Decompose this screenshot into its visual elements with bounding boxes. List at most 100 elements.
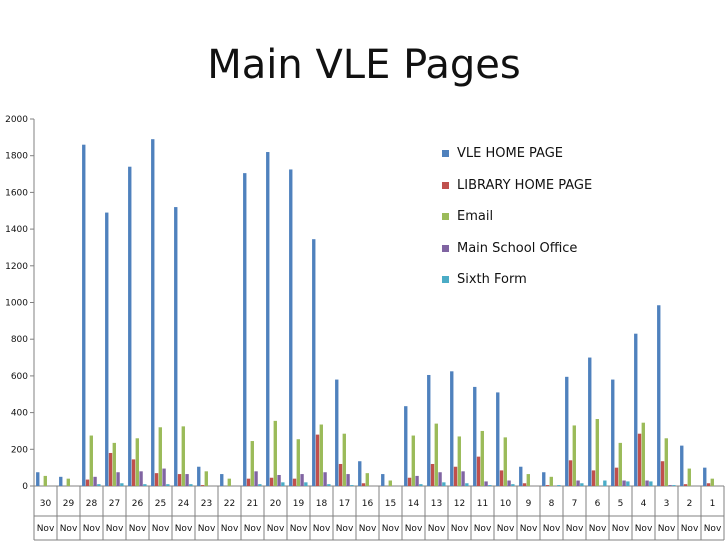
y-tick-label: 600 <box>11 372 28 382</box>
y-tick-label: 2000 <box>5 115 28 125</box>
bar-sixth-form <box>97 484 101 486</box>
x-day-label: 26 <box>132 499 144 509</box>
bar-vle-home-page <box>335 379 339 486</box>
bar-email <box>342 433 346 486</box>
bar-email <box>227 478 231 486</box>
bar-library-home-page <box>361 483 366 486</box>
bar-email <box>480 430 484 486</box>
bar-sixth-form <box>626 481 630 486</box>
bar-email <box>618 442 622 486</box>
bar-email <box>89 435 93 486</box>
bar-email <box>296 439 300 486</box>
x-day-label: 7 <box>572 499 578 509</box>
x-month-label: Nov <box>405 524 423 534</box>
bar-vle-home-page <box>588 357 592 486</box>
bar-library-home-page <box>315 434 320 486</box>
bar-email <box>250 441 254 486</box>
x-month-label: Nov <box>336 524 354 534</box>
bar-vle-home-page <box>634 333 638 486</box>
legend-label: LIBRARY HOME PAGE <box>457 177 593 193</box>
legend-label: Email <box>457 209 494 225</box>
bar-sixth-form <box>304 482 308 486</box>
bar-vle-home-page <box>404 406 408 486</box>
bar-main-school-office <box>323 472 327 486</box>
x-day-label: 21 <box>247 499 258 509</box>
bar-sixth-form <box>442 482 446 486</box>
legend-item: Sixth Form <box>442 264 592 296</box>
bar-vle-home-page <box>59 476 63 486</box>
bar-sixth-form <box>672 485 676 486</box>
bar-library-home-page <box>683 484 688 486</box>
x-month-label: Nov <box>129 524 147 534</box>
x-month-label: Nov <box>543 524 561 534</box>
x-month-label: Nov <box>198 524 216 534</box>
bar-library-home-page <box>522 483 527 486</box>
x-day-label: 17 <box>339 499 350 509</box>
bar-vle-home-page <box>266 152 270 486</box>
bar-email <box>687 468 691 486</box>
bar-vle-home-page <box>197 466 201 486</box>
x-month-label: Nov <box>681 524 699 534</box>
bar-email <box>112 442 116 486</box>
bar-email <box>319 424 323 486</box>
bar-sixth-form <box>649 481 653 486</box>
x-day-label: 1 <box>710 499 716 509</box>
x-day-label: 22 <box>224 499 235 509</box>
bar-library-home-page <box>706 483 711 486</box>
bar-library-home-page <box>637 433 642 486</box>
bar-library-home-page <box>246 478 251 486</box>
bar-library-home-page <box>430 463 435 486</box>
x-day-label: 9 <box>526 499 532 509</box>
y-tick-label: 1600 <box>5 188 28 198</box>
bar-email <box>526 474 530 486</box>
bar-email <box>365 473 369 486</box>
bar-library-home-page <box>453 466 458 486</box>
x-month-label: Nov <box>451 524 469 534</box>
bar-vle-home-page <box>82 144 86 486</box>
x-day-label: 20 <box>270 499 282 509</box>
bar-email <box>158 427 162 486</box>
bar-library-home-page <box>568 460 573 486</box>
x-day-label: 25 <box>155 499 166 509</box>
x-day-label: 13 <box>431 499 442 509</box>
bar-vle-home-page <box>358 461 362 486</box>
x-month-label: Nov <box>60 524 78 534</box>
legend-swatch <box>442 244 449 252</box>
bar-sixth-form <box>419 484 423 486</box>
bar-library-home-page <box>499 470 504 486</box>
x-month-label: Nov <box>612 524 630 534</box>
y-tick-label: 800 <box>11 335 28 345</box>
bar-vle-home-page <box>542 472 546 486</box>
bar-library-home-page <box>292 478 297 486</box>
bar-vle-home-page <box>657 305 661 486</box>
legend-label: VLE HOME PAGE <box>457 146 564 162</box>
bar-sixth-form <box>350 485 354 486</box>
bar-library-home-page <box>591 470 596 486</box>
x-day-label: 12 <box>454 499 465 509</box>
bar-library-home-page <box>131 459 136 486</box>
bar-main-school-office <box>668 485 672 486</box>
x-month-label: Nov <box>474 524 492 534</box>
bar-vle-home-page <box>105 212 109 486</box>
x-day-label: 2 <box>687 499 693 509</box>
bar-email <box>641 422 645 486</box>
bar-library-home-page <box>154 473 159 486</box>
bar-sixth-form <box>120 483 124 486</box>
legend-swatch <box>442 276 449 284</box>
x-month-label: Nov <box>175 524 193 534</box>
bar-email <box>710 478 714 486</box>
bar-main-school-office <box>185 474 189 486</box>
x-day-label: 23 <box>201 499 212 509</box>
bar-vle-home-page <box>36 472 40 486</box>
bar-sixth-form <box>281 482 285 486</box>
bar-email <box>66 478 70 486</box>
bar-email <box>204 471 208 486</box>
x-month-label: Nov <box>267 524 285 534</box>
bar-email <box>135 438 139 486</box>
x-month-label: Nov <box>497 524 515 534</box>
bar-vle-home-page <box>611 379 615 486</box>
bar-sixth-form <box>488 485 492 486</box>
bar-email <box>434 423 438 486</box>
bar-main-school-office <box>93 476 97 486</box>
